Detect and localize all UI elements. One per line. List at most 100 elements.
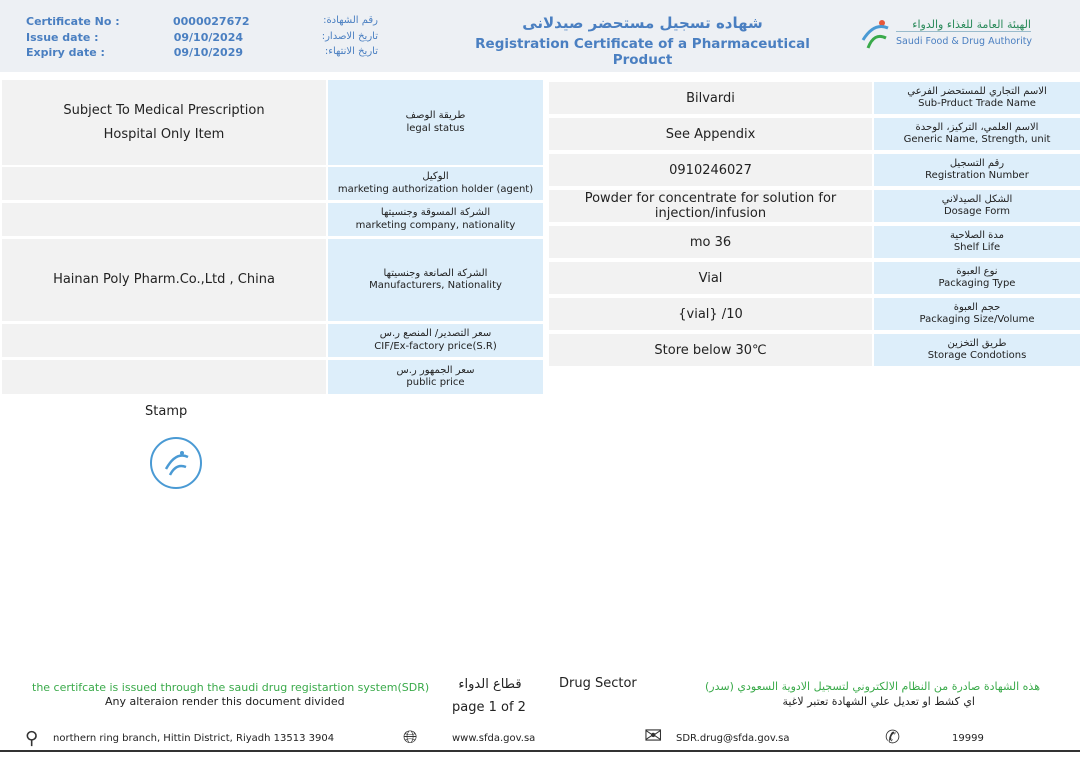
certificate-header: Certificate No : Issue date : Expiry dat… xyxy=(0,0,1080,72)
right-row-value: Powder for concentrate for solution for … xyxy=(549,190,872,222)
right-row-label: الاسم التجاري للمستحضر الفرعي Sub-Prduct … xyxy=(874,82,1080,114)
right-row-label: طريق التخزين Storage Condotions xyxy=(874,334,1080,366)
footer-website[interactable]: www.sfda.gov.sa xyxy=(452,733,536,744)
right-row-label: الشكل الصيدلاني Dosage Form xyxy=(874,190,1080,222)
right-row-label: نوع العبوة Packaging Type xyxy=(874,262,1080,294)
title-english: Registration Certificate of a Pharmaceut… xyxy=(475,36,810,68)
sfda-logo-icon xyxy=(861,20,889,49)
page-number: page 1 of 2 xyxy=(452,700,526,715)
label-arabic: الشركة الصانعة وجنسيتها xyxy=(383,267,488,279)
label-english: marketing authorization holder (agent) xyxy=(337,183,534,195)
certificate-no: 0000027672 xyxy=(173,15,250,28)
left-row-value: Hainan Poly Pharm.Co.,Ltd , China xyxy=(2,239,326,321)
label-arabic: نوع العبوة xyxy=(956,265,998,277)
right-row-value: Store below 30℃ xyxy=(549,334,872,366)
label-arabic: طريق التخزين xyxy=(947,337,1007,349)
left-row-value xyxy=(2,360,326,394)
footer-sdr-ar: هذه الشهادة صادرة من النظام الالكتروني ل… xyxy=(705,680,1040,693)
issue-date-label: Issue date : xyxy=(26,31,99,44)
title-arabic: شهاده تسجيل مستحضر صيدلانى xyxy=(522,14,763,32)
logo-text-ar: الهيئة العامة للغذاء والدواء xyxy=(896,18,1031,32)
right-row-value: mo 36 xyxy=(549,226,872,258)
label-arabic: الشكل الصيدلاني xyxy=(941,193,1013,205)
expiry-date-label: Expiry date : xyxy=(26,46,105,59)
expiry-date: 09/10/2029 xyxy=(173,46,243,59)
left-row-label: الوكيل marketing authorization holder (ag… xyxy=(328,167,543,200)
row-value: mo 36 xyxy=(689,234,732,250)
row-value: Subject To Medical Prescription xyxy=(63,103,265,119)
stamp-seal-icon xyxy=(150,437,202,489)
label-english: marketing company, nationality xyxy=(355,219,516,231)
row-value: Hainan Poly Pharm.Co.,Ltd , China xyxy=(53,272,275,288)
label-english: public price xyxy=(406,377,465,388)
label-arabic: الشركة المسوقة وجنسيتها xyxy=(380,207,491,218)
row-value: 0910246027 xyxy=(669,162,752,178)
footer-sector-ar: قطاع الدواء xyxy=(458,677,522,692)
label-arabic: رقم التسجيل xyxy=(949,157,1005,169)
location-pin-icon: ⚲ xyxy=(25,728,39,749)
globe-icon: 🌐︎ xyxy=(403,727,418,748)
row-value: Vial xyxy=(698,270,723,286)
issue-date: 09/10/2024 xyxy=(173,31,243,44)
label-arabic: الاسم التجاري للمستحضر الفرعي xyxy=(907,85,1047,97)
label-english: Manufacturers, Nationality xyxy=(369,280,502,291)
label-english: Packaging Size/Volume xyxy=(919,314,1035,325)
footer-email[interactable]: SDR.drug@sfda.gov.sa xyxy=(676,733,790,744)
label-arabic: سعر التصدير/ المنصع ر.س xyxy=(379,328,492,339)
label-arabic: حجم العبوة xyxy=(953,301,1001,313)
row-value: Powder for concentrate for solution for … xyxy=(584,191,837,221)
row-value: See Appendix xyxy=(665,126,756,142)
label-english: Sub-Prduct Trade Name xyxy=(918,98,1036,109)
stamp-label: Stamp xyxy=(145,404,188,419)
expiry-date-label-ar: تاريخ الانتهاء: xyxy=(324,46,378,57)
right-row-label: مدة الصلاحية Shelf Life xyxy=(874,226,1080,258)
footer-address: northern ring branch, Hittin District, R… xyxy=(53,733,335,744)
row-value: {vial} /10 xyxy=(678,306,743,322)
left-row-label: الشركة المسوقة وجنسيتها marketing company… xyxy=(328,203,543,236)
certificate-no-label: Certificate No : xyxy=(26,15,120,28)
label-arabic: الاسم العلمي، التركيز، الوحدة xyxy=(915,121,1039,133)
left-row-label: الشركة الصانعة وجنسيتها Manufacturers, Na… xyxy=(328,239,543,321)
label-arabic: مدة الصلاحية xyxy=(949,229,1005,241)
sfda-logo: الهيئة العامة للغذاء والدواء Saudi Food … xyxy=(860,16,1040,56)
label-arabic: الوكيل xyxy=(422,171,449,182)
footer-phone: 19999 xyxy=(952,733,984,744)
right-row-value: Vial xyxy=(549,262,872,294)
row-value: Store below 30℃ xyxy=(654,342,767,358)
row-value-secondary: Hospital Only Item xyxy=(103,126,225,142)
right-row-label: الاسم العلمي، التركيز، الوحدة Generic Nam… xyxy=(874,118,1080,150)
label-arabic: سعر الجمهور ر.س xyxy=(396,364,475,376)
label-english: Storage Condotions xyxy=(927,350,1027,361)
footer-sector-en: Drug Sector xyxy=(559,676,637,691)
label-english: Dosage Form xyxy=(943,206,1011,217)
label-arabic: طريقة الوصف xyxy=(405,110,466,121)
left-row-label: سعر التصدير/ المنصع ر.س CIF/Ex-factory pr… xyxy=(328,324,543,357)
row-value: Bilvardi xyxy=(686,90,735,106)
footer-alteration-ar: اي كشط او تعديل علي الشهادة تعتبر لاغية xyxy=(782,695,975,708)
right-row-value: {vial} /10 xyxy=(549,298,872,330)
left-row-value xyxy=(2,324,326,357)
left-row-label: سعر الجمهور ر.س public price xyxy=(328,360,543,394)
label-english: Shelf Life xyxy=(953,242,1001,253)
right-row-value: See Appendix xyxy=(549,118,872,150)
issue-date-label-ar: تاريخ الاصدار: xyxy=(321,31,378,42)
footer-sdr-en: the certifcate is issued through the sau… xyxy=(32,681,430,694)
label-english: Packaging Type xyxy=(938,278,1016,289)
left-row-value xyxy=(2,203,326,236)
label-english: CIF/Ex-factory price(S.R) xyxy=(374,340,497,352)
bottom-divider xyxy=(0,750,1080,752)
right-row-value: Bilvardi xyxy=(549,82,872,114)
left-row-value xyxy=(2,167,326,200)
right-row-label: رقم التسجيل Registration Number xyxy=(874,154,1080,186)
right-row-label: حجم العبوة Packaging Size/Volume xyxy=(874,298,1080,330)
certificate-no-label-ar: رقم الشهادة: xyxy=(323,15,378,26)
label-english: Registration Number xyxy=(925,170,1029,181)
right-row-value: 0910246027 xyxy=(549,154,872,186)
left-row-value: Subject To Medical Prescription Hospital … xyxy=(2,80,326,165)
email-envelope-icon: ✉︎ xyxy=(644,724,663,749)
label-english: Generic Name, Strength, unit xyxy=(903,134,1051,145)
phone-icon: ✆ xyxy=(885,727,901,748)
footer-alteration-en: Any alteraion render this document divid… xyxy=(105,695,345,708)
left-row-label: طريقة الوصف legal status xyxy=(328,80,543,165)
label-english: legal status xyxy=(406,122,465,134)
